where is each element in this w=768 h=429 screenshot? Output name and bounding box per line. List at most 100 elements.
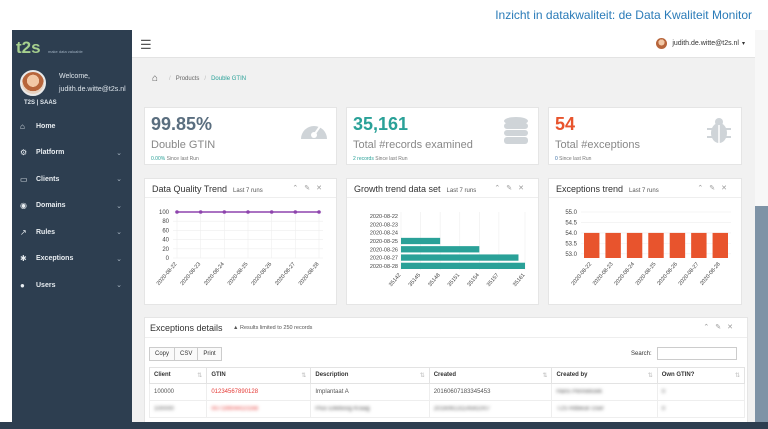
panel-tools[interactable]: ⌃✎✕ <box>292 185 328 192</box>
stat-change-text: Since last Run <box>166 156 199 162</box>
background-band <box>755 206 768 429</box>
search-input[interactable] <box>657 347 737 360</box>
csv-button[interactable]: CSV <box>174 347 199 361</box>
y-tick-label: 2020-08-26 <box>370 247 398 253</box>
table-header-row: Client ⇅ GTIN ⇅ Description ⇅ Created ⇅ Created … <box>148 367 746 384</box>
x-tick-label: 35145 <box>408 272 422 288</box>
stat-card-exceptions: 54 Total #exceptions 0 Since last Run <box>548 107 742 165</box>
bar <box>401 262 525 270</box>
stat-change-text: Since last Run <box>559 156 592 162</box>
home-icon[interactable]: ⌂ <box>152 73 159 84</box>
stat-change-value: 0 <box>555 156 558 162</box>
panel-tools[interactable]: ⌃✎✕ <box>697 185 733 192</box>
brand[interactable]: t2s make data valuable <box>16 38 126 62</box>
sidebar-item-home[interactable]: ⌂ Home <box>12 113 132 140</box>
stat-change-value: 0.00% <box>151 156 166 162</box>
breadcrumb-products[interactable]: Products <box>175 75 200 82</box>
sort-icon[interactable]: ⇅ <box>197 373 203 379</box>
stat-value: 54 <box>555 114 576 134</box>
column-header[interactable]: Client ⇅ <box>148 367 208 384</box>
sidebar-item-label: Exceptions <box>36 255 74 263</box>
x-tick-label: 2020-08-26 <box>251 261 274 286</box>
exceptions-details-panel: Exceptions details ▲ Results limited to … <box>144 317 748 422</box>
panel-title-text: Growth trend data set <box>354 184 441 194</box>
gear-icon: ⚙ <box>20 148 28 158</box>
stat-label: Total #records examined <box>353 139 473 151</box>
exceptions-table: Client ⇅ GTIN ⇅ Description ⇅ Created ⇅ Created … <box>148 367 746 418</box>
stat-label: Total #exceptions <box>555 139 640 151</box>
chart-growth: 35142 35145 35148 35151 35154 35157 35161 2020-… <box>370 212 527 288</box>
sort-icon[interactable]: ⇅ <box>542 373 548 379</box>
x-tick-label: 2020-08-27 <box>678 261 701 286</box>
chevron-down-icon: ⌄ <box>116 176 122 183</box>
bottom-strip <box>0 422 768 429</box>
chevron-down-icon: ⌄ <box>116 229 122 236</box>
bar <box>584 232 600 258</box>
sort-icon[interactable]: ⇅ <box>647 373 653 379</box>
y-tick-label: 54.5 <box>565 220 577 226</box>
panel-header: Growth trend data set Last 7 runs ⌃✎✕ <box>347 179 538 198</box>
sort-icon[interactable]: ⇅ <box>419 373 425 379</box>
y-tick-label: 55.0 <box>565 210 577 216</box>
table-row[interactable]: 100000 00719904410168 Plus Elleboog Kraag 2… <box>148 400 746 418</box>
sidebar-item-clients[interactable]: ▭ Clients ⌄ <box>12 166 132 193</box>
home-icon: ⌂ <box>20 121 25 131</box>
table-row[interactable]: 100000 01234567890128 Implantaat A 20160607… <box>148 383 746 401</box>
y-tick-label: 80 <box>162 219 169 225</box>
y-tick-label: 60 <box>162 228 169 234</box>
x-tick-label: 35161 <box>512 272 526 288</box>
y-tick-label: 2020-08-27 <box>370 256 398 262</box>
sidebar-item-users[interactable]: ● Users ⌄ <box>12 272 132 299</box>
column-header-label: Created by <box>556 372 588 378</box>
print-button[interactable]: Print <box>197 347 222 361</box>
search-label: Search: <box>631 351 652 357</box>
column-header[interactable]: Description ⇅ <box>310 367 430 384</box>
panel-title-text: Exceptions trend <box>556 184 624 194</box>
table-cell: 0 <box>656 400 746 418</box>
panel-subtitle: Last 7 runs <box>233 188 263 194</box>
sort-icon[interactable]: ⇅ <box>734 373 740 379</box>
breadcrumb: ⌂ / Products / Double GTIN <box>152 73 246 84</box>
copy-button[interactable]: Copy <box>149 347 176 361</box>
column-header[interactable]: Own GTIN? ⇅ <box>656 367 746 384</box>
export-buttons: Copy CSV Print <box>149 347 222 361</box>
column-header[interactable]: Created ⇅ <box>428 367 553 384</box>
data-point <box>222 210 227 214</box>
stat-change: 0 Since last Run <box>555 156 591 162</box>
y-tick-label: 53.5 <box>565 241 577 247</box>
breadcrumb-current: Double GTIN <box>211 75 247 82</box>
gauge-icon <box>301 124 327 139</box>
sidebar-item-label: Users <box>36 281 56 289</box>
bar <box>401 246 480 253</box>
y-tick-label: 54.0 <box>565 231 577 237</box>
profile: Welcome, judith.de.witte@t2s.nl T2S | SA… <box>12 68 132 108</box>
panel-tools[interactable]: ⌃✎✕ <box>494 185 530 192</box>
panel-header: Data Quality Trend Last 7 runs ⌃✎✕ <box>145 179 336 198</box>
database-icon <box>504 117 528 144</box>
x-tick-label: 2020-08-22 <box>156 261 179 286</box>
panel-title: Data Quality Trend Last 7 runs <box>152 184 263 194</box>
page-caption: Inzicht in datakwaliteit: de Data Kwalit… <box>0 0 768 30</box>
table-cell: 20160613114561007 <box>428 400 553 418</box>
sidebar-item-rules[interactable]: ↗ Rules ⌄ <box>12 219 132 246</box>
panel-title: Growth trend data set Last 7 runs <box>354 184 476 194</box>
sort-icon[interactable]: ⇅ <box>301 373 307 379</box>
chevron-down-icon: ▾ <box>741 41 745 47</box>
user-menu[interactable]: judith.de.witte@t2s.nl ▾ <box>656 38 745 49</box>
chevron-down-icon: ⌄ <box>116 282 122 289</box>
column-header[interactable]: GTIN ⇅ <box>206 367 312 384</box>
user-icon: ● <box>20 280 25 290</box>
column-header[interactable]: Created by ⇅ <box>551 367 658 384</box>
data-point <box>317 210 321 214</box>
sidebar-item-label: Rules <box>36 228 56 236</box>
panel-tools[interactable]: ⌃✎✕ <box>703 324 739 331</box>
table-cell: 100000 <box>148 400 208 418</box>
menu-toggle-icon[interactable]: ☰ <box>140 37 152 52</box>
sidebar-item-domains[interactable]: ◉ Domains ⌄ <box>12 193 132 220</box>
avatar[interactable] <box>20 70 46 96</box>
sidebar-item-platform[interactable]: ⚙ Platform ⌄ <box>12 140 132 167</box>
data-point <box>269 210 274 214</box>
x-tick-label: 2020-08-24 <box>613 261 636 286</box>
y-tick-label: 2020-08-24 <box>370 231 398 237</box>
sidebar-item-exceptions[interactable]: ✱ Exceptions ⌄ <box>12 246 132 273</box>
